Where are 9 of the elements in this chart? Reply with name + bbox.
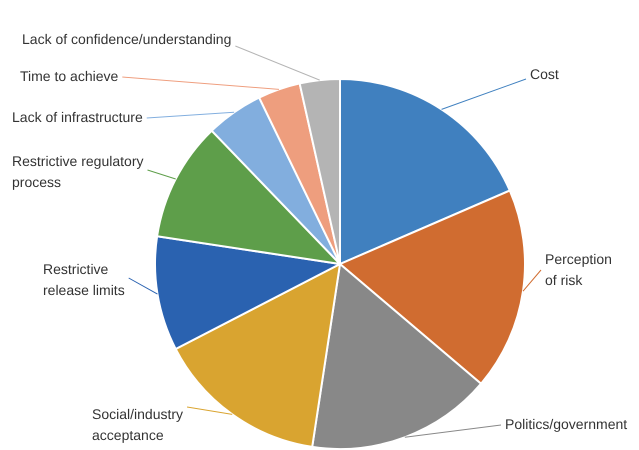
slice-label: Politics/government (505, 416, 628, 432)
slice-label: Cost (530, 66, 559, 82)
slice-label: Lack of confidence/understanding (22, 30, 232, 47)
slice-label: Restrictive regulatory process (12, 152, 144, 190)
slice-label: Time to achieve (20, 68, 119, 84)
slice-label: Restrictive release limits (43, 260, 125, 298)
slice-label: Perception of risk (545, 250, 612, 288)
slice-label: Social/industry acceptance (92, 406, 184, 443)
slice-label: Lack of infrastructure (12, 108, 143, 125)
